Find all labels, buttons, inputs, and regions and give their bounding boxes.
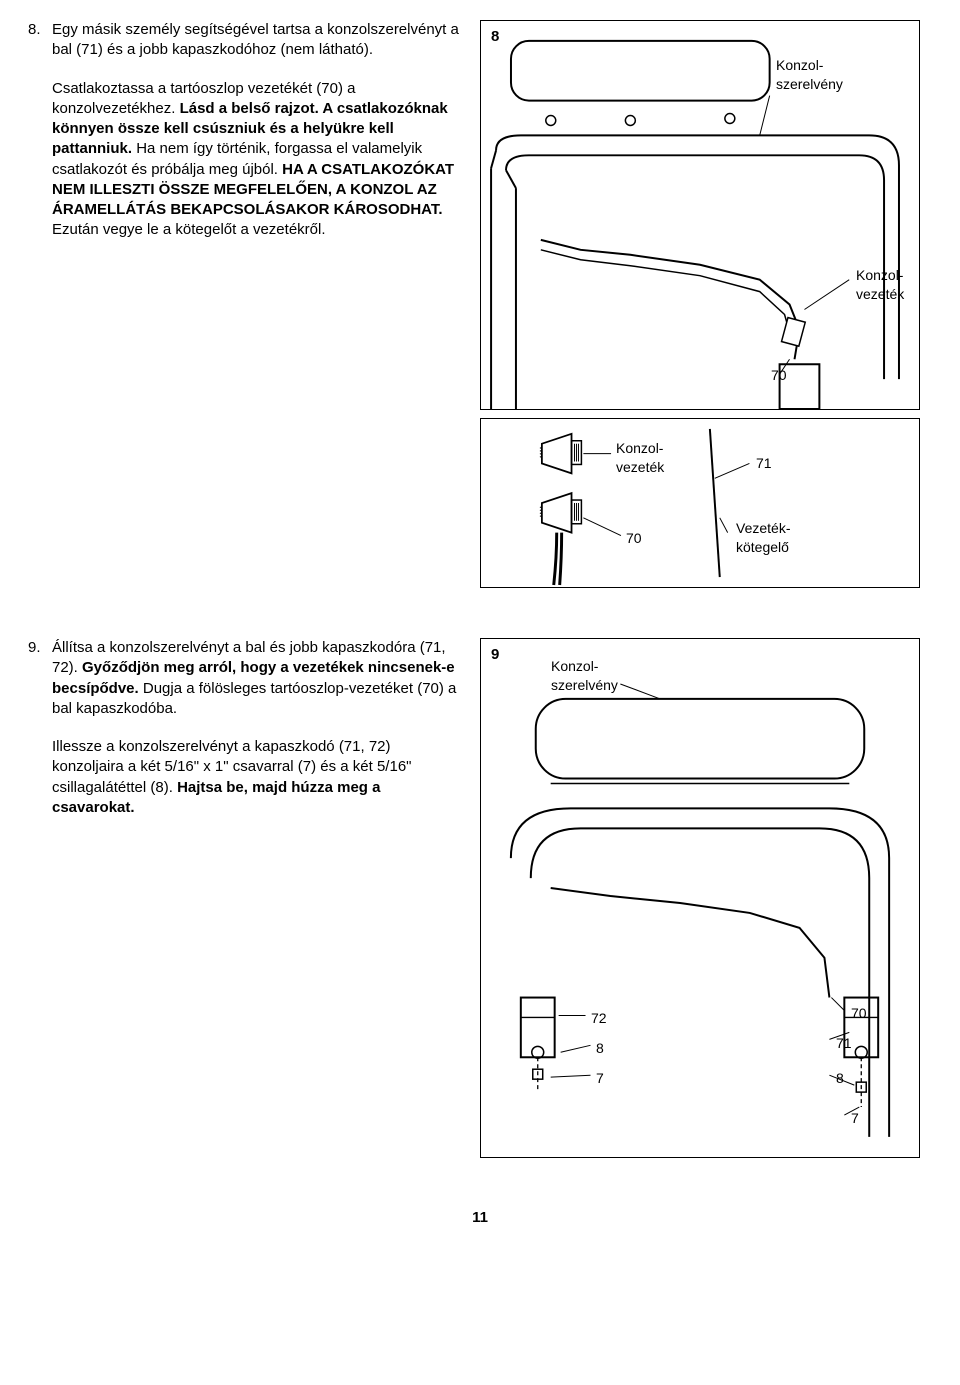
step-9-row: 9. Állítsa a konzolszerelvényt a bal és …: [40, 638, 920, 1158]
callout: 71: [756, 454, 772, 473]
connector-icon: [540, 493, 582, 533]
callout: 7: [851, 1109, 859, 1128]
callout: 70: [626, 529, 642, 548]
callout: Konzol- szerelvény: [551, 657, 618, 695]
diagram-9-main: 9: [480, 638, 920, 1158]
text-run: Ezután vegye le a kötegelőt a vezetékről…: [52, 221, 326, 238]
diagram-8-inset-svg: [481, 419, 919, 587]
diagram-8-inset: Konzol- vezeték 70 71 Vezeték- kötegelő: [480, 418, 920, 588]
callout: 71: [836, 1034, 852, 1053]
callout: 7: [596, 1069, 604, 1088]
callout: 8: [836, 1069, 844, 1088]
step-9-text: 9. Állítsa a konzolszerelvényt a bal és …: [40, 638, 460, 1158]
step-8-text: 8. Egy másik személy segítségével tartsa…: [40, 20, 460, 588]
step-8-number: 8.: [28, 20, 52, 40]
step-8-diagrams: 8: [480, 20, 920, 588]
connector-icon: [540, 434, 582, 474]
callout: 70: [771, 366, 787, 385]
text-run: Egy másik személy segítségével tartsa a …: [52, 21, 459, 58]
diagram-number: 8: [491, 27, 499, 47]
step-9-diagrams: 9: [480, 638, 920, 1158]
step-8-para-2: Csatlakoztassa a tartóoszlop vezetékét (…: [52, 79, 460, 241]
step-8-row: 8. Egy másik személy segítségével tartsa…: [40, 20, 920, 588]
page-number: 11: [40, 1208, 920, 1228]
callout: Vezeték- kötegelő: [736, 519, 790, 557]
diagram-8-svg: [481, 21, 919, 409]
callout: Konzol- szerelvény: [776, 56, 843, 94]
diagram-8-main: 8: [480, 20, 920, 410]
callout: 70: [851, 1004, 867, 1023]
step-9-para-1: Állítsa a konzolszerelvényt a bal és job…: [52, 638, 460, 719]
step-9-para-2: Illessze a konzolszerelvényt a kapaszkod…: [52, 737, 460, 818]
callout: 72: [591, 1009, 607, 1028]
step-8-para-1: Egy másik személy segítségével tartsa a …: [52, 20, 460, 61]
diagram-9-svg: [481, 639, 919, 1157]
callout: Konzol- vezeték: [856, 266, 904, 304]
diagram-number: 9: [491, 645, 499, 665]
callout: 8: [596, 1039, 604, 1058]
callout: Konzol- vezeték: [616, 439, 664, 477]
step-9-number: 9.: [28, 638, 52, 658]
